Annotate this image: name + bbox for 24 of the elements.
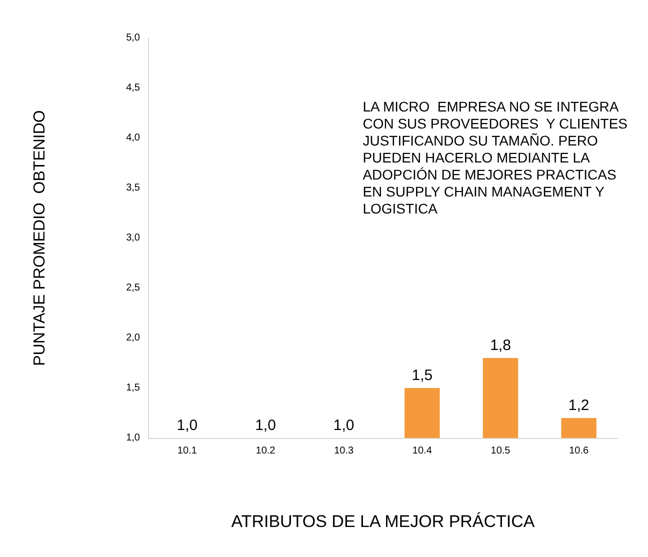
y-axis-title: PUNTAJE PROMEDIO OBTENIDO bbox=[32, 110, 48, 366]
x-tick-label: 10.4 bbox=[412, 446, 432, 456]
x-tick-label: 10.6 bbox=[569, 446, 589, 456]
y-tick-label: 4,0 bbox=[126, 132, 140, 144]
x-axis-title: ATRIBUTOS DE LA MEJOR PRÁCTICA bbox=[231, 512, 536, 531]
x-tick-label: 10.1 bbox=[177, 446, 198, 456]
y-tick-label: 5,0 bbox=[126, 32, 140, 44]
data-label: 1,0 bbox=[255, 417, 276, 434]
y-tick-label: 1,5 bbox=[126, 382, 140, 394]
data-label: 1,2 bbox=[568, 397, 590, 414]
y-tick-label: 2,0 bbox=[126, 332, 140, 344]
data-label: 1,0 bbox=[176, 417, 198, 434]
x-tick-label: 10.2 bbox=[256, 446, 276, 456]
y-tick-label: 2,5 bbox=[126, 282, 140, 294]
y-tick-label: 3,5 bbox=[126, 182, 140, 194]
x-tick-label: 10.3 bbox=[334, 446, 354, 456]
y-tick-label: 4,5 bbox=[126, 82, 140, 94]
x-tick-label: 10.5 bbox=[490, 446, 511, 456]
data-label: 1,5 bbox=[412, 367, 433, 384]
y-tick-label: 3,0 bbox=[126, 232, 140, 244]
annotation: LA MICRO EMPRESA NO SE INTEGRA CON SUS PROVEEDORES Y CLIENTES JUSTIFICANDO SU TAMAÑO. PERO PUEDEN HACERLO MEDIANTE LA ADOPCIÓN DE MEJORES PRACTICAS EN SUPPLY CHAIN MANAGEMENT Y LOGISTICA bbox=[362, 98, 628, 216]
data-label: 1,8 bbox=[490, 337, 511, 354]
data-label: 1,0 bbox=[333, 417, 354, 434]
y-tick-label: 1,0 bbox=[126, 432, 140, 444]
